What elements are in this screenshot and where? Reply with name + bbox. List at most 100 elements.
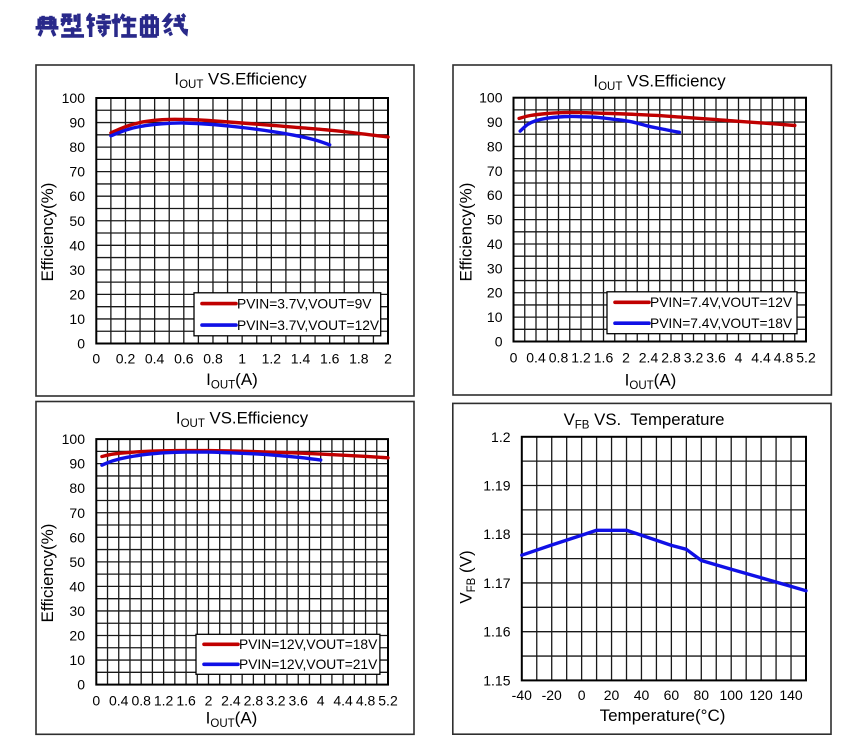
svg-text:3.2: 3.2 bbox=[684, 350, 704, 366]
svg-text:60: 60 bbox=[487, 187, 503, 203]
svg-text:50: 50 bbox=[487, 212, 503, 228]
svg-text:120: 120 bbox=[749, 687, 773, 703]
svg-text:140: 140 bbox=[779, 687, 803, 703]
svg-text:60: 60 bbox=[664, 687, 680, 703]
svg-text:IOUT VS.Efficiency: IOUT VS.Efficiency bbox=[176, 409, 309, 431]
svg-text:0.8: 0.8 bbox=[203, 351, 223, 367]
svg-text:20: 20 bbox=[69, 286, 85, 302]
svg-text:IOUT VS.Efficiency: IOUT VS.Efficiency bbox=[174, 70, 307, 92]
svg-text:90: 90 bbox=[69, 456, 85, 472]
svg-text:1.6: 1.6 bbox=[320, 351, 340, 367]
svg-text:80: 80 bbox=[69, 480, 85, 496]
svg-text:VFB (V): VFB (V) bbox=[457, 550, 479, 603]
svg-text:50: 50 bbox=[69, 554, 85, 570]
svg-text:60: 60 bbox=[69, 529, 85, 545]
svg-text:0: 0 bbox=[92, 351, 100, 367]
svg-text:30: 30 bbox=[487, 260, 503, 276]
svg-text:4.4: 4.4 bbox=[751, 350, 771, 366]
svg-text:5.2: 5.2 bbox=[378, 693, 398, 709]
svg-text:1.4: 1.4 bbox=[291, 351, 311, 367]
svg-text:3.2: 3.2 bbox=[266, 693, 286, 709]
svg-text:0.6: 0.6 bbox=[174, 351, 194, 367]
svg-text:50: 50 bbox=[69, 213, 85, 229]
svg-text:2.4: 2.4 bbox=[639, 350, 659, 366]
svg-text:0: 0 bbox=[77, 677, 85, 693]
svg-text:10: 10 bbox=[487, 309, 503, 325]
svg-text:70: 70 bbox=[69, 164, 85, 180]
svg-text:80: 80 bbox=[487, 139, 503, 155]
svg-text:3.6: 3.6 bbox=[706, 350, 726, 366]
svg-text:10: 10 bbox=[69, 311, 85, 327]
svg-text:100: 100 bbox=[62, 90, 86, 106]
svg-text:PVIN=7.4V,VOUT=12V: PVIN=7.4V,VOUT=12V bbox=[650, 295, 793, 310]
svg-text:100: 100 bbox=[479, 90, 503, 106]
svg-text:4.8: 4.8 bbox=[356, 693, 376, 709]
svg-text:4: 4 bbox=[735, 350, 743, 366]
svg-text:90: 90 bbox=[69, 115, 85, 131]
svg-text:1: 1 bbox=[238, 351, 246, 367]
svg-text:2.8: 2.8 bbox=[661, 350, 681, 366]
svg-text:2.8: 2.8 bbox=[244, 693, 264, 709]
svg-text:1.17: 1.17 bbox=[483, 575, 510, 591]
svg-text:5.2: 5.2 bbox=[796, 350, 816, 366]
svg-text:2.4: 2.4 bbox=[221, 693, 241, 709]
svg-text:20: 20 bbox=[69, 628, 85, 644]
svg-text:0: 0 bbox=[578, 687, 586, 703]
svg-text:0.4: 0.4 bbox=[526, 350, 546, 366]
svg-text:PVIN=12V,VOUT=21V: PVIN=12V,VOUT=21V bbox=[239, 657, 378, 672]
svg-text:1.16: 1.16 bbox=[483, 624, 510, 640]
svg-text:1.18: 1.18 bbox=[483, 526, 510, 542]
svg-text:40: 40 bbox=[487, 236, 503, 252]
svg-text:60: 60 bbox=[69, 188, 85, 204]
svg-text:1.19: 1.19 bbox=[483, 478, 510, 494]
svg-text:1.2: 1.2 bbox=[262, 351, 282, 367]
svg-text:IOUT VS.Efficiency: IOUT VS.Efficiency bbox=[593, 72, 726, 94]
svg-text:PVIN=3.7V,VOUT=9V: PVIN=3.7V,VOUT=9V bbox=[237, 296, 372, 311]
svg-text:30: 30 bbox=[69, 262, 85, 278]
svg-text:70: 70 bbox=[487, 163, 503, 179]
svg-text:0: 0 bbox=[495, 334, 503, 350]
svg-text:Temperature(°C): Temperature(°C) bbox=[600, 706, 726, 725]
svg-text:40: 40 bbox=[69, 578, 85, 594]
svg-text:-40: -40 bbox=[512, 687, 532, 703]
svg-text:80: 80 bbox=[69, 139, 85, 155]
svg-text:4: 4 bbox=[317, 693, 325, 709]
svg-text:0: 0 bbox=[510, 350, 518, 366]
svg-text:30: 30 bbox=[69, 603, 85, 619]
svg-text:70: 70 bbox=[69, 505, 85, 521]
svg-text:1.2: 1.2 bbox=[491, 429, 511, 445]
svg-text:0: 0 bbox=[77, 336, 85, 352]
svg-text:0.8: 0.8 bbox=[549, 350, 569, 366]
svg-text:0: 0 bbox=[92, 693, 100, 709]
svg-text:40: 40 bbox=[69, 237, 85, 253]
svg-text:VFB VS. Temperature: VFB VS. Temperature bbox=[564, 410, 725, 432]
svg-text:2: 2 bbox=[205, 693, 213, 709]
svg-text:40: 40 bbox=[634, 687, 650, 703]
svg-text:1.2: 1.2 bbox=[154, 693, 174, 709]
svg-text:PVIN=3.7V,VOUT=12V: PVIN=3.7V,VOUT=12V bbox=[237, 318, 380, 333]
svg-text:Efficiency(%): Efficiency(%) bbox=[457, 183, 476, 282]
svg-text:1.6: 1.6 bbox=[176, 693, 196, 709]
svg-text:80: 80 bbox=[694, 687, 710, 703]
svg-text:PVIN=7.4V,VOUT=18V: PVIN=7.4V,VOUT=18V bbox=[650, 316, 793, 331]
svg-text:100: 100 bbox=[62, 431, 86, 447]
svg-text:20: 20 bbox=[604, 687, 620, 703]
svg-text:Efficiency(%): Efficiency(%) bbox=[38, 524, 57, 623]
svg-text:-20: -20 bbox=[542, 687, 562, 703]
svg-text:PVIN=12V,VOUT=18V: PVIN=12V,VOUT=18V bbox=[239, 637, 378, 652]
svg-text:2: 2 bbox=[384, 351, 392, 367]
svg-text:1.8: 1.8 bbox=[349, 351, 369, 367]
svg-text:10: 10 bbox=[69, 652, 85, 668]
svg-text:90: 90 bbox=[487, 114, 503, 130]
svg-text:4.4: 4.4 bbox=[333, 693, 353, 709]
svg-text:100: 100 bbox=[720, 687, 744, 703]
svg-text:Efficiency(%): Efficiency(%) bbox=[38, 183, 57, 282]
svg-text:0.4: 0.4 bbox=[109, 693, 129, 709]
svg-text:1.6: 1.6 bbox=[594, 350, 614, 366]
svg-text:3.6: 3.6 bbox=[288, 693, 308, 709]
svg-text:1.2: 1.2 bbox=[571, 350, 591, 366]
svg-text:2: 2 bbox=[622, 350, 630, 366]
svg-text:20: 20 bbox=[487, 285, 503, 301]
svg-text:0.8: 0.8 bbox=[131, 693, 151, 709]
svg-text:0.4: 0.4 bbox=[145, 351, 165, 367]
